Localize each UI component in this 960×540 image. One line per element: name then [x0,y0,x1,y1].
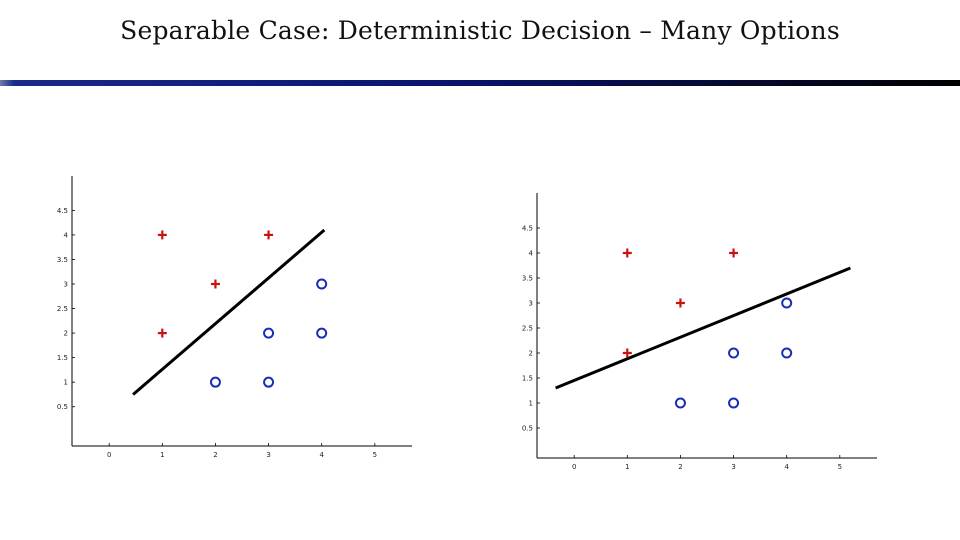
right-x-tick-label: 4 [784,463,789,471]
right-y-tick-label: 2.5 [522,325,533,333]
right-y-tick-label: 3.5 [522,275,533,283]
left-y-tick-label: 3.5 [57,256,68,264]
right-circle-point [781,297,793,309]
right-plus-point [622,348,632,358]
left-y-tick-label: 3 [64,281,68,289]
right-circle-point [728,397,740,409]
right-x-tick-label: 2 [678,463,682,471]
right-plus-point [675,298,685,308]
left-decision-line [132,228,326,396]
left-plus-point [210,279,220,289]
right-y-tick-label: 0.5 [522,425,533,433]
left-x-tick-label: 0 [107,451,111,459]
right-plus-point [622,248,632,258]
right-y-tick-label: 3 [529,300,533,308]
left-y-tick-label: 0.5 [57,403,68,411]
left-x-tick-label: 5 [373,451,377,459]
right-y-tick-label: 2 [529,350,533,358]
right-y-tick-label: 4.5 [522,225,533,233]
right-plus-point [729,248,739,258]
slide-title: Separable Case: Deterministic Decision –… [120,16,840,45]
left-y-tick-label: 1.5 [57,354,68,362]
right-x-tick-label: 1 [625,463,629,471]
left-circle-point [263,327,275,339]
scatter-chart-right: 0 1 2 3 4 5 0.5 1 1.5 2 2.5 3 3.5 4 4.5 [505,185,885,480]
right-x-tick-label: 5 [838,463,842,471]
right-circle-point [674,397,686,409]
left-x-tick-label: 3 [266,451,270,459]
title-divider [0,80,960,86]
scatter-chart-left: 0 1 2 3 4 5 0.5 1 1.5 2 2.5 3 3.5 4 4.5 [40,168,420,468]
left-circle-point [263,376,275,388]
left-x-tick-label: 4 [319,451,324,459]
right-decision-line [555,266,852,390]
chart-svg-right: 0 1 2 3 4 5 0.5 1 1.5 2 2.5 3 3.5 4 4.5 [522,193,877,471]
left-plus-point [157,230,167,240]
right-x-tick-label: 3 [731,463,735,471]
right-circle-point [781,347,793,359]
right-y-tick-label: 1.5 [522,375,533,383]
left-y-tick-label: 1 [64,379,68,387]
right-y-tick-label: 1 [529,400,533,408]
right-y-tick-label: 4 [529,250,534,258]
left-circle-point [316,278,328,290]
left-circle-point [209,376,221,388]
left-plus-point [157,328,167,338]
chart-svg-left: 0 1 2 3 4 5 0.5 1 1.5 2 2.5 3 3.5 4 4.5 [57,176,412,459]
right-circle-point [728,347,740,359]
left-x-tick-label: 1 [160,451,164,459]
left-circle-point [316,327,328,339]
left-y-tick-label: 4.5 [57,207,68,215]
right-x-tick-label: 0 [572,463,576,471]
left-y-tick-label: 4 [64,231,69,239]
left-plus-point [264,230,274,240]
left-y-tick-label: 2.5 [57,305,68,313]
left-y-tick-label: 2 [64,330,68,338]
left-x-tick-label: 2 [213,451,217,459]
